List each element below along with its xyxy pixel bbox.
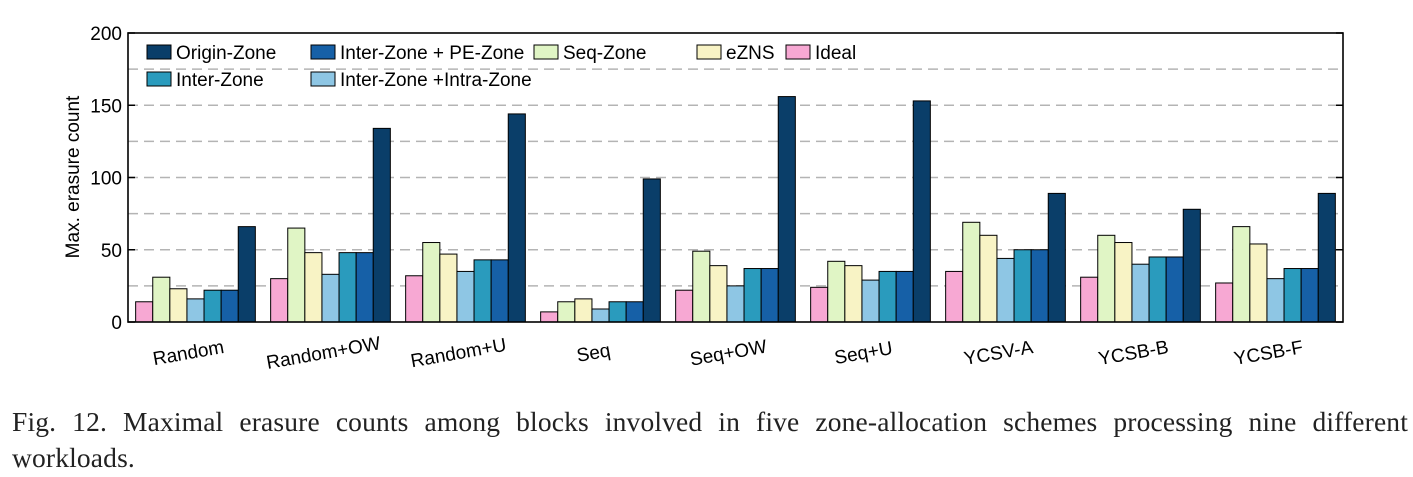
bar-ideal-ycsb-b [1080,276,1099,323]
bar-seq-zone-seq [557,301,576,323]
legend-swatch [696,44,722,60]
bar-inter-zone-pe-zone-random-ow [355,252,374,323]
bar-inter-zone-ycsb-b [1148,256,1167,323]
x-tick-label: YCSB-B [1097,337,1170,370]
bar-origin-zone-seq-ow [777,96,796,323]
bar-ezns-ycsv-a [979,234,998,323]
bar-inter-zone-intra-zone-random [186,298,205,323]
bar-seq-zone-random-u [422,242,441,323]
bar-ideal-random [135,301,154,323]
x-tick-label: Seq [575,340,612,367]
bar-inter-zone-intra-zone-random-u [456,270,475,323]
legend-swatch [785,44,811,60]
legend-label: Ideal [815,43,856,64]
bar-ezns-seq [574,298,593,323]
bar-ideal-seq [540,311,559,323]
y-tick-label: 100 [90,169,122,190]
bars [135,96,1336,323]
x-tick-label: Seq+U [833,338,894,369]
bar-ezns-ycsb-f [1249,243,1268,323]
bar-ideal-random-ow [270,278,289,323]
bar-inter-zone-pe-zone-random [220,289,239,323]
bar-ezns-seq-ow [709,265,728,323]
bar-origin-zone-seq-u [912,100,931,323]
x-axis: Random Random+OW Random+U Seq Seq+OW Seq+U YCS… [151,333,1304,374]
y-axis-label: Max. erasure count [63,95,84,258]
bar-ideal-random-u [405,275,424,323]
bar-ideal-seq-ow [675,289,694,323]
bar-origin-zone-random-u [507,113,526,323]
x-tick-label: Seq+OW [688,336,768,370]
bar-inter-zone-ycsv-a [1013,249,1032,323]
bar-seq-zone-random [152,276,171,323]
bar-origin-zone-random-ow [372,127,391,323]
bar-inter-zone-pe-zone-seq [625,301,644,323]
bar-inter-zone-intra-zone-seq [591,308,610,323]
legend-swatch [146,44,172,60]
y-tick-label: 150 [90,96,122,117]
bar-inter-zone-intra-zone-ycsv-a [996,257,1015,323]
figure-caption: Fig. 12. Maximal erasure counts among bl… [12,406,1408,473]
bar-inter-zone-intra-zone-random-ow [321,273,340,323]
bar-seq-zone-ycsv-a [962,221,981,323]
bar-inter-zone-pe-zone-seq-ow [760,268,779,323]
bar-seq-zone-seq-u [827,260,846,323]
bar-ezns-seq-u [844,265,863,323]
y-tick-label: 200 [90,24,122,45]
bar-inter-zone-intra-zone-seq-u [861,279,880,323]
bar-origin-zone-ycsb-b [1182,208,1201,323]
bar-inter-zone-pe-zone-seq-u [895,270,914,323]
legend-swatch [310,71,336,87]
legend: Origin-Zone Inter-Zone + PE-Zone Seq-Zone e… [146,43,856,91]
bar-ezns-random [169,288,188,323]
bar-origin-zone-random [237,226,256,323]
legend-swatch [310,44,336,60]
bar-inter-zone-intra-zone-seq-ow [726,285,745,323]
bar-inter-zone-pe-zone-ycsb-b [1165,256,1184,323]
legend-label: Seq-Zone [563,43,646,64]
bar-origin-zone-ycsv-a [1047,192,1066,323]
bar-seq-zone-ycsb-f [1232,226,1251,323]
bar-origin-zone-seq [642,178,661,323]
bar-ezns-random-ow [304,252,323,323]
legend-swatch [146,71,172,87]
bar-inter-zone-seq-u [878,270,897,323]
legend-label: Inter-Zone +Intra-Zone [340,70,532,91]
bar-ezns-random-u [439,253,458,323]
legend-label: Inter-Zone + PE-Zone [340,43,524,64]
bar-inter-zone-random [203,289,222,323]
bar-inter-zone-ycsb-f [1283,268,1302,323]
y-tick-label: 50 [101,241,122,262]
bar-inter-zone-random-ow [338,252,357,323]
y-axis: 0 50 100 150 200 [90,24,1343,334]
legend-label: Origin-Zone [176,43,276,64]
bar-inter-zone-intra-zone-ycsb-f [1266,278,1285,323]
x-tick-label: YCSV-A [962,337,1035,370]
x-tick-label: Random+U [409,335,508,372]
y-tick-label: 0 [111,313,122,334]
bar-origin-zone-ycsb-f [1317,192,1336,323]
bar-inter-zone-random-u [473,259,492,323]
legend-label: Inter-Zone [176,70,264,91]
bar-inter-zone-intra-zone-ycsb-b [1131,263,1150,323]
bar-inter-zone-pe-zone-random-u [490,259,509,323]
bar-ideal-ycsv-a [945,270,964,323]
bar-seq-zone-ycsb-b [1097,234,1116,323]
bar-inter-zone-seq [608,301,627,323]
bar-inter-zone-pe-zone-ycsv-a [1030,249,1049,323]
bar-seq-zone-seq-ow [692,250,711,323]
x-tick-label: Random [151,337,225,370]
bar-ideal-ycsb-f [1215,282,1234,323]
x-tick-label: Random+OW [265,333,383,374]
bar-inter-zone-seq-ow [743,268,762,323]
bar-seq-zone-random-ow [287,227,306,323]
legend-swatch [533,44,559,60]
legend-label: eZNS [726,43,775,64]
bar-ezns-ycsb-b [1114,242,1133,323]
bar-inter-zone-pe-zone-ycsb-f [1300,268,1319,323]
x-tick-label: YCSB-F [1232,337,1304,370]
bar-ideal-seq-u [810,286,829,323]
